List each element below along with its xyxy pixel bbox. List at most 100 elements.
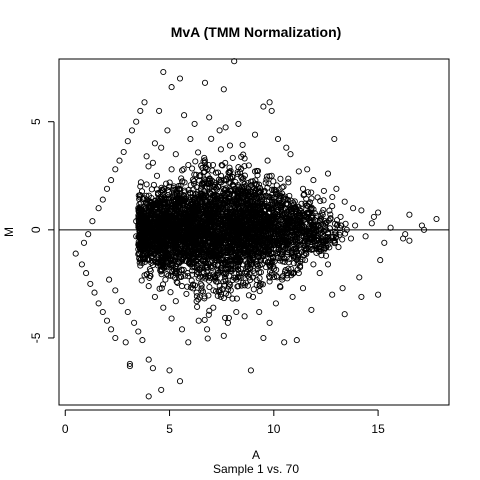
- scatter-point: [299, 185, 307, 192]
- scatter-point: [234, 197, 241, 204]
- y-tick-label: 5: [29, 118, 43, 125]
- scatter-point: [286, 192, 293, 199]
- scatter-point: [148, 227, 155, 234]
- scatter-point: [141, 245, 148, 252]
- scatter-point: [198, 223, 206, 230]
- scatter-point: [190, 226, 198, 233]
- scatter-point: [239, 206, 246, 213]
- scatter-point: [242, 212, 249, 219]
- scatter-point: [218, 161, 225, 169]
- scatter-point: [227, 267, 234, 274]
- scatter-point: [233, 295, 240, 302]
- scatter-point: [254, 202, 262, 210]
- scatter-point: [201, 176, 208, 183]
- scatter-point: [251, 168, 259, 175]
- scatter-point: [159, 281, 167, 288]
- scatter-point: [341, 311, 348, 318]
- scatter-point: [251, 131, 259, 138]
- scatter-point: [200, 217, 207, 224]
- scatter-point: [112, 334, 119, 342]
- scatter-point: [193, 239, 200, 246]
- scatter-point: [227, 287, 234, 294]
- scatter-point: [124, 138, 131, 145]
- scatter-point: [263, 198, 270, 205]
- scatter-point: [154, 258, 161, 265]
- scatter-point: [137, 107, 144, 114]
- scatter-point: [285, 265, 292, 272]
- scatter-point: [223, 270, 230, 278]
- scatter-point: [276, 283, 284, 290]
- scatter-point: [292, 224, 299, 231]
- scatter-point: [387, 224, 394, 231]
- scatter-point: [223, 244, 230, 252]
- scatter-point: [137, 246, 144, 253]
- scatter-point: [224, 319, 231, 326]
- scatter-point: [304, 166, 311, 173]
- scatter-point: [278, 190, 286, 197]
- scatter-point: [201, 295, 208, 302]
- scatter-point: [162, 216, 169, 223]
- scatter-point: [183, 290, 190, 297]
- scatter-point: [302, 200, 309, 207]
- scatter-point: [420, 226, 428, 233]
- scatter-point: [147, 202, 154, 209]
- scatter-point: [233, 248, 240, 255]
- scatter-point: [206, 234, 213, 241]
- scatter-point: [288, 197, 295, 204]
- scatter-point: [320, 241, 327, 249]
- scatter-point: [227, 256, 234, 263]
- scatter-point: [218, 179, 225, 186]
- scatter-point: [266, 193, 273, 200]
- scatter-point: [214, 271, 221, 278]
- scatter-point: [195, 149, 202, 156]
- scatter-point: [210, 271, 217, 278]
- scatter-point: [339, 236, 346, 243]
- scatter-point: [201, 79, 209, 86]
- scatter-point: [153, 172, 161, 179]
- scatter-point: [181, 179, 188, 186]
- scatter-point: [256, 223, 263, 230]
- scatter-point: [160, 304, 167, 311]
- scatter-point: [287, 151, 294, 158]
- scatter-point: [368, 220, 375, 227]
- scatter-point: [95, 205, 102, 212]
- scatter-point: [234, 171, 241, 178]
- scatter-point: [180, 253, 187, 261]
- scatter-point: [201, 180, 208, 187]
- scatter-point: [182, 272, 189, 279]
- scatter-point: [235, 239, 242, 246]
- scatter-point: [323, 237, 330, 244]
- scatter-point: [260, 189, 267, 196]
- scatter-point: [153, 245, 160, 253]
- scatter-point: [173, 187, 181, 194]
- scatter-point: [201, 293, 208, 300]
- scatter-point: [155, 208, 162, 215]
- scatter-point: [283, 272, 291, 279]
- scatter-point: [283, 213, 290, 220]
- scatter-point: [280, 183, 287, 190]
- scatter-point: [293, 337, 300, 344]
- scatter-point: [173, 190, 180, 197]
- scatter-point: [238, 153, 245, 160]
- scatter-point: [181, 202, 188, 209]
- scatter-point: [151, 225, 158, 232]
- scatter-point: [216, 235, 223, 242]
- scatter-point: [358, 207, 365, 214]
- scatter-point: [233, 244, 240, 252]
- scatter-point: [156, 285, 163, 292]
- scatter-point: [171, 237, 178, 244]
- scatter-point: [112, 166, 119, 173]
- scatter-point: [304, 239, 311, 246]
- scatter-point: [339, 285, 346, 292]
- scatter-point: [229, 154, 236, 161]
- scatter-point: [362, 233, 369, 240]
- scatter-point: [164, 264, 171, 271]
- scatter-point: [216, 268, 223, 275]
- scatter-point: [295, 168, 302, 175]
- scatter-point: [240, 175, 247, 182]
- scatter-point: [303, 245, 310, 253]
- scatter-point: [149, 365, 156, 372]
- scatter-point: [112, 287, 119, 294]
- scatter-point: [281, 258, 288, 265]
